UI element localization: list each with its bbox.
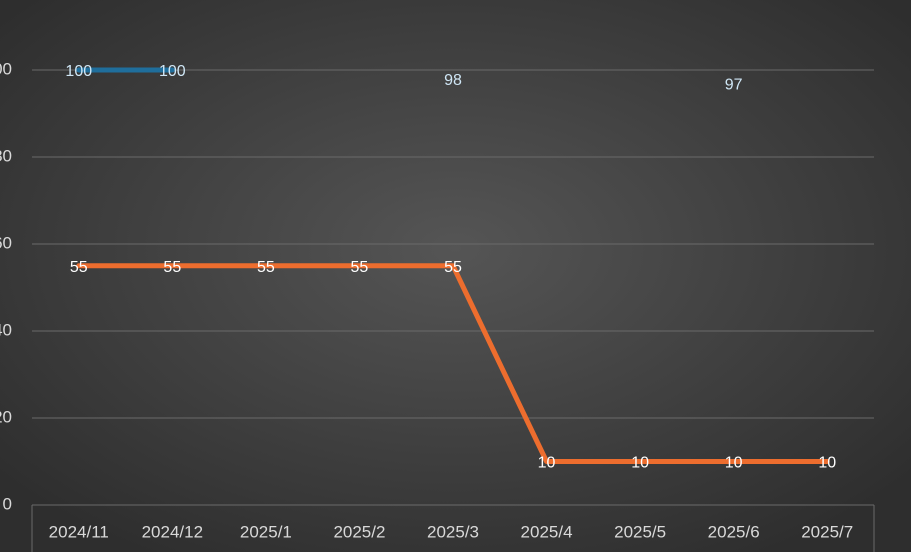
line-series <box>76 263 830 464</box>
x-tick-label: 2025/1 <box>240 522 292 541</box>
y-tick-label: 0 <box>3 494 12 513</box>
data-label: 100 <box>159 63 186 80</box>
data-label: 10 <box>818 455 836 472</box>
x-tick-label: 2025/4 <box>521 522 573 541</box>
x-tick-label: 2025/6 <box>708 522 760 541</box>
y-tick-label: 60 <box>0 233 12 252</box>
x-tick-label: 2024/11 <box>49 522 109 541</box>
data-label: 55 <box>163 259 181 276</box>
x-tick-label: 2025/3 <box>427 522 479 541</box>
y-tick-label: 80 <box>0 146 12 165</box>
data-label: 55 <box>351 259 369 276</box>
data-label: 10 <box>631 455 649 472</box>
data-label: 10 <box>538 455 556 472</box>
data-label: 55 <box>257 259 275 276</box>
data-label: 98 <box>444 72 462 89</box>
data-label: 55 <box>444 259 462 276</box>
data-label: 100 <box>65 63 92 80</box>
data-label: 97 <box>725 76 743 93</box>
x-tick-label: 2025/2 <box>333 522 385 541</box>
y-tick-label: 100 <box>0 59 12 78</box>
data-label: 55 <box>70 259 88 276</box>
y-tick-label: 40 <box>0 320 12 339</box>
y-tick-label: 20 <box>0 407 12 426</box>
x-tick-label: 2024/12 <box>142 522 203 541</box>
x-tick-label: 2025/5 <box>614 522 666 541</box>
x-tick-label: 2025/7 <box>801 522 853 541</box>
data-label: 10 <box>725 455 743 472</box>
